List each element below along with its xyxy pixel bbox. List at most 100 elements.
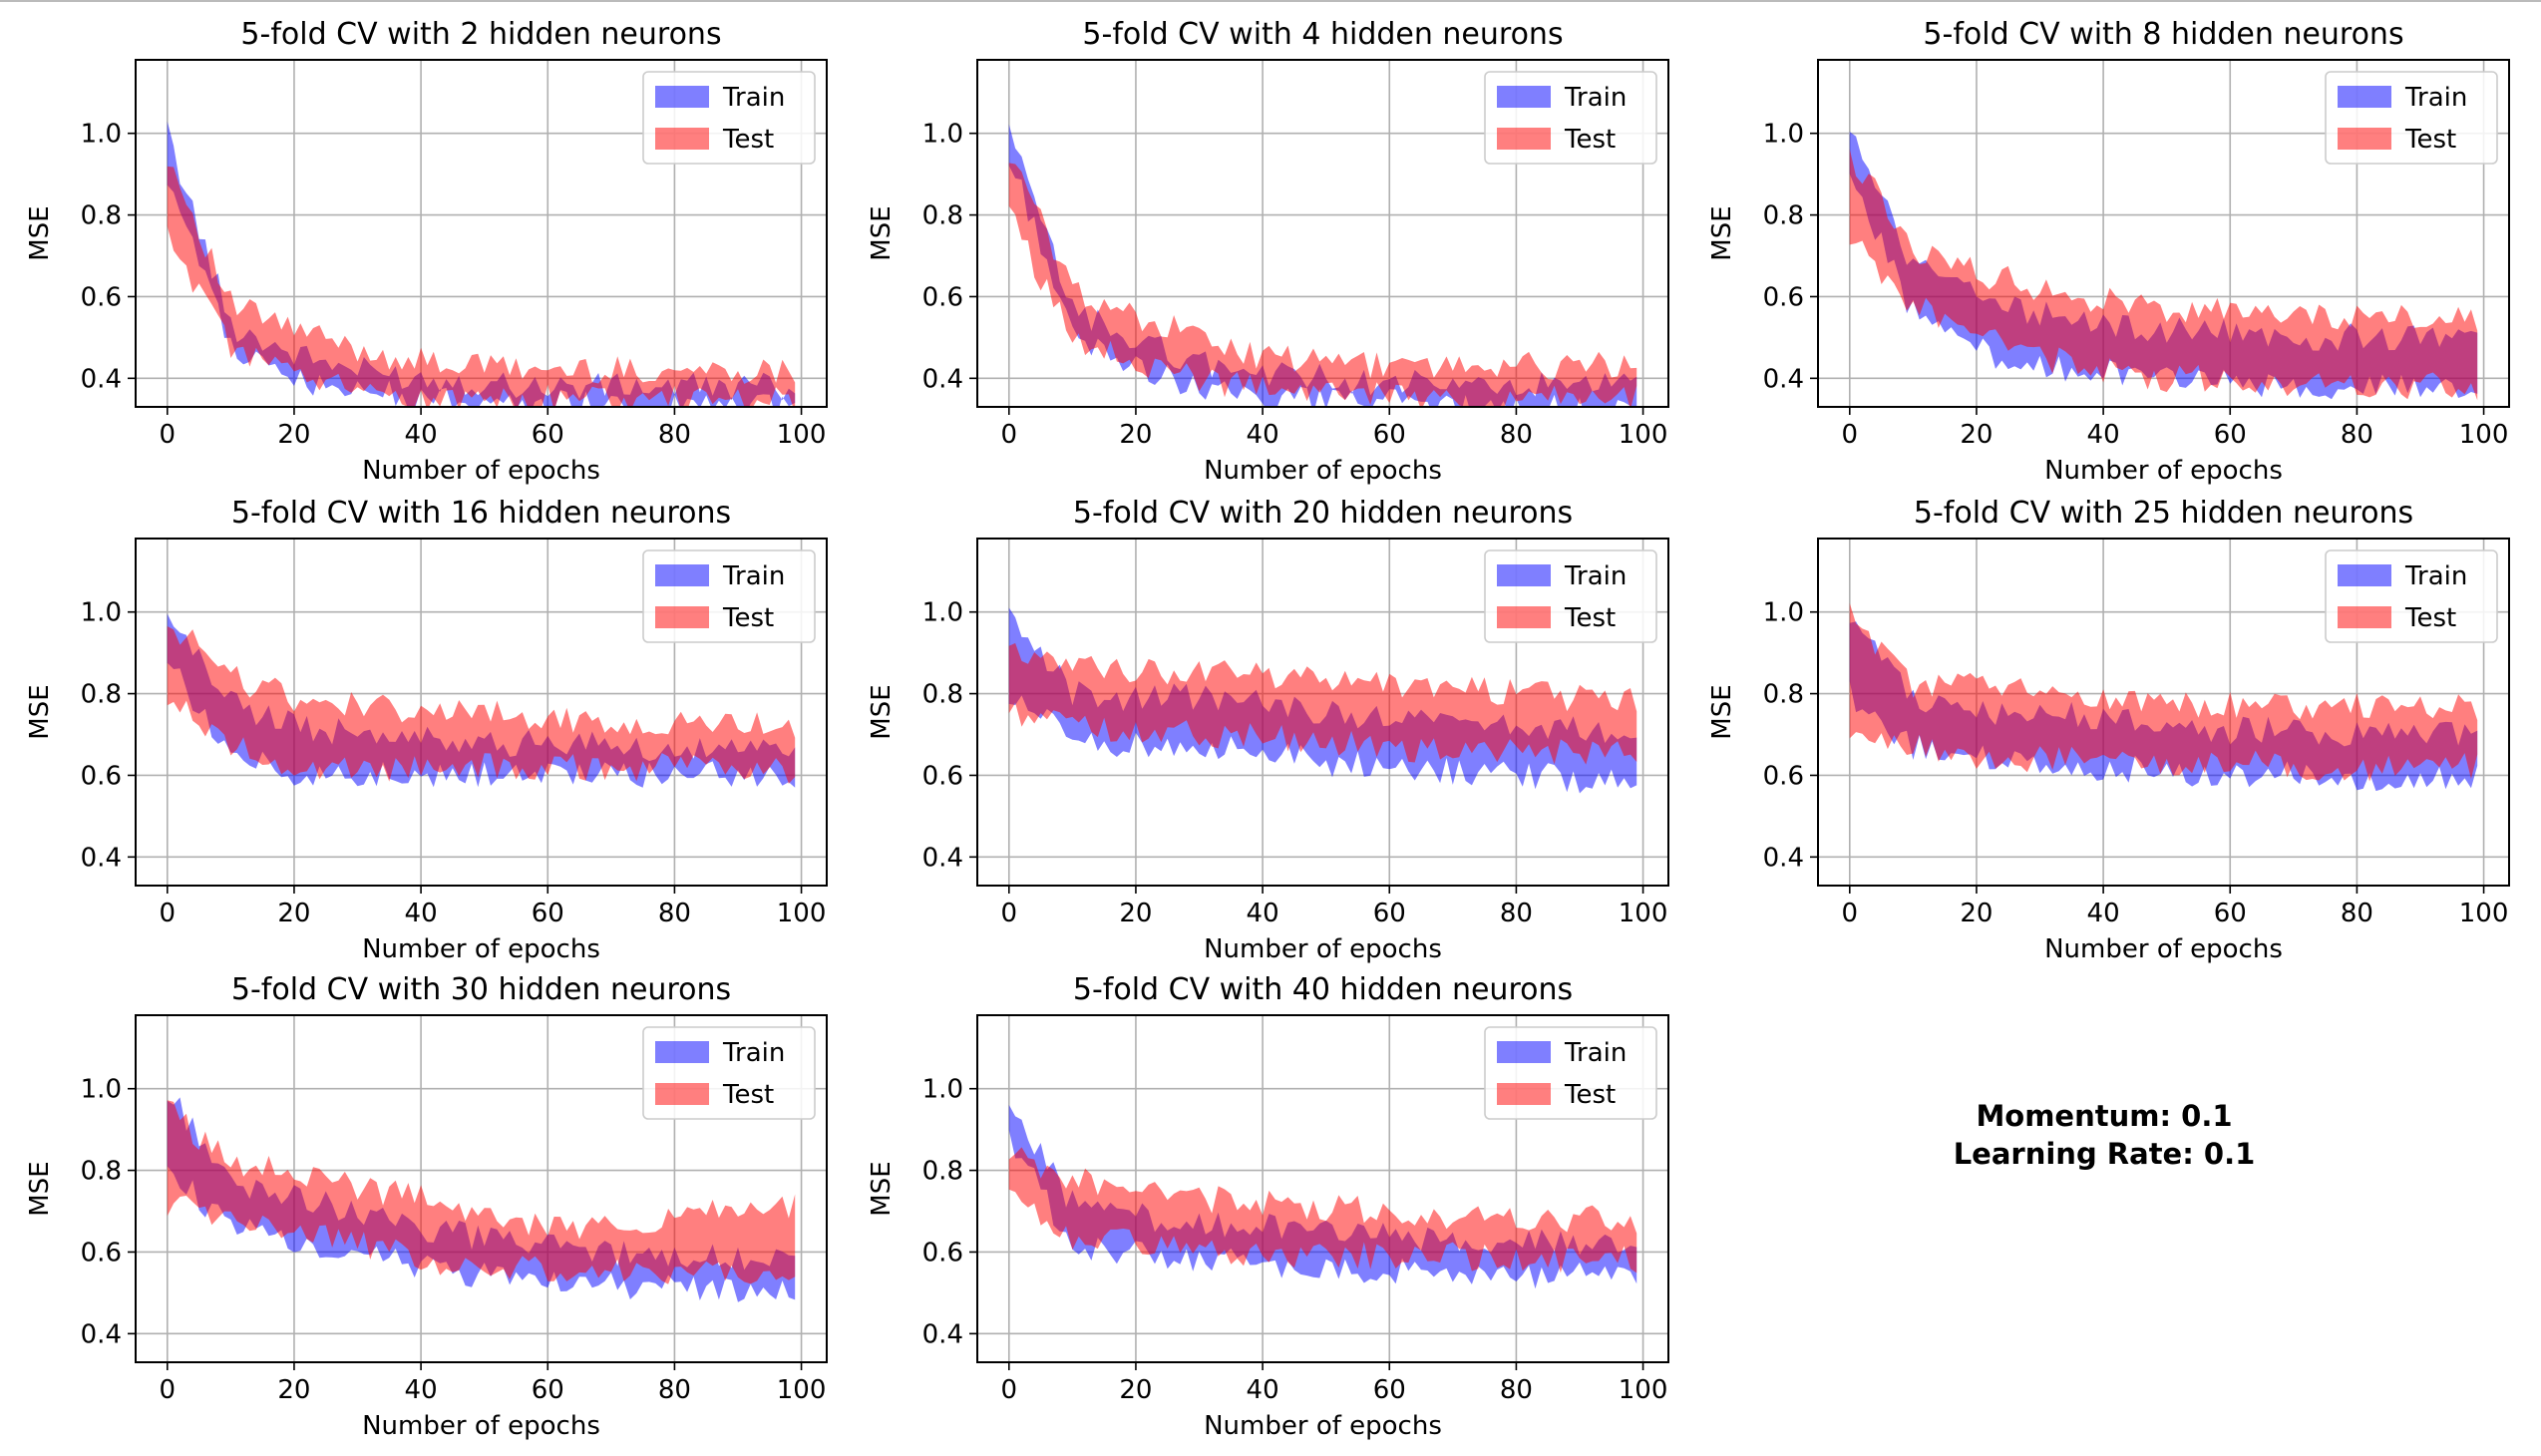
top-border <box>0 0 2541 2</box>
band-test <box>167 166 796 407</box>
axes-frame <box>135 538 828 887</box>
y-tick-label: 0.6 <box>81 282 122 312</box>
y-tick-label: 0.6 <box>1763 761 1804 791</box>
hyperparameter-note: Momentum: 0.1 Learning Rate: 0.1 <box>1735 1097 2473 1173</box>
axes-frame <box>135 59 828 408</box>
legend-swatch-train <box>1497 86 1551 108</box>
x-axis-label: Number of epochs <box>362 934 600 964</box>
band-test <box>1008 1147 1637 1274</box>
legend-label-test: Test <box>1564 125 1616 155</box>
band-test <box>167 1100 796 1284</box>
legend-label-train: Train <box>2404 561 2467 591</box>
band-test <box>167 626 796 784</box>
subplot-title: 5-fold CV with 4 hidden neurons <box>1082 17 1563 52</box>
legend-swatch-train <box>2338 86 2391 108</box>
legend-label-test: Test <box>722 125 774 155</box>
x-tick-label: 40 <box>1247 899 1279 928</box>
x-tick-label: 60 <box>1373 420 1406 450</box>
legend-swatch-test <box>1497 1083 1551 1105</box>
y-tick-label: 0.4 <box>922 364 963 394</box>
legend-label-test: Test <box>722 1080 774 1110</box>
x-tick-label: 100 <box>2459 899 2509 928</box>
legend-label-train: Train <box>1564 561 1627 591</box>
y-tick-label: 1.0 <box>922 598 963 628</box>
band-test <box>1849 149 2478 401</box>
y-axis-label: MSE <box>1707 205 1737 260</box>
x-axis-label: Number of epochs <box>2044 934 2283 964</box>
legend-swatch-train <box>655 564 709 586</box>
x-tick-label: 100 <box>777 899 827 928</box>
legend-swatch-train <box>655 1041 709 1063</box>
momentum-text: Momentum: 0.1 <box>1976 1099 2233 1133</box>
subplot-title: 5-fold CV with 8 hidden neurons <box>1923 17 2403 52</box>
bands <box>1008 607 1637 794</box>
legend-label-test: Test <box>2404 125 2456 155</box>
x-tick-label: 0 <box>160 1375 177 1405</box>
band-train <box>1008 607 1637 794</box>
subplot-5: 0 20 40 60 80 100 0.4 0.6 0.8 1.0 5-fold CV with 2… <box>867 496 1669 964</box>
x-axis-label: Number of epochs <box>362 456 600 486</box>
band-test <box>1008 163 1637 407</box>
x-tick-label: 80 <box>1500 1375 1533 1405</box>
bands <box>167 613 796 788</box>
x-tick-label: 80 <box>1500 899 1533 928</box>
legend-label-test: Test <box>1564 1080 1616 1110</box>
legend-swatch-test <box>655 1083 709 1105</box>
legend-label-test: Test <box>2404 603 2456 633</box>
legend-label-train: Train <box>2404 83 2467 113</box>
legend: Train Test <box>642 71 816 165</box>
subplot-4: 0 20 40 60 80 100 0.4 0.6 0.8 1.0 5-fold CV with 1… <box>25 496 828 964</box>
subplot-2: 0 20 40 60 80 100 0.4 0.6 0.8 1.0 5-fold CV with 4… <box>867 17 1669 486</box>
x-tick-label: 20 <box>1119 899 1152 928</box>
y-tick-label: 0.8 <box>922 1157 963 1187</box>
y-axis-label: MSE <box>25 684 55 739</box>
y-tick-label: 1.0 <box>81 598 122 628</box>
axes-frame <box>135 1014 828 1363</box>
subplot-7: 0 20 40 60 80 100 0.4 0.6 0.8 1.0 5-fold CV with 3… <box>25 972 828 1441</box>
x-tick-label: 40 <box>1247 420 1279 450</box>
y-tick-label: 0.6 <box>81 761 122 791</box>
subplot-3: 0 20 40 60 80 100 0.4 0.6 0.8 1.0 5-fold CV with 8… <box>1707 17 2510 486</box>
axes-frame <box>1817 59 2510 408</box>
x-tick-label: 20 <box>277 899 310 928</box>
y-tick-label: 0.8 <box>81 680 122 710</box>
y-tick-label: 0.4 <box>922 1319 963 1349</box>
x-tick-label: 60 <box>532 420 564 450</box>
y-tick-label: 0.4 <box>81 843 122 873</box>
x-tick-label: 0 <box>160 899 177 928</box>
bands <box>1008 1104 1637 1289</box>
x-tick-label: 40 <box>2087 899 2120 928</box>
x-tick-label: 40 <box>405 899 438 928</box>
x-tick-label: 100 <box>777 1375 827 1405</box>
legend-swatch-test <box>1497 128 1551 150</box>
y-tick-label: 0.6 <box>922 282 963 312</box>
bands <box>1008 124 1637 407</box>
axes-frame <box>1817 538 2510 887</box>
subplot-title: 5-fold CV with 25 hidden neurons <box>1914 496 2413 531</box>
axes-frame <box>976 1014 1669 1363</box>
x-tick-label: 20 <box>1119 1375 1152 1405</box>
y-tick-label: 0.4 <box>81 1319 122 1349</box>
y-tick-label: 0.6 <box>922 1238 963 1268</box>
x-tick-label: 0 <box>1842 420 1859 450</box>
subplot-title: 5-fold CV with 30 hidden neurons <box>231 972 731 1007</box>
axes-frame <box>976 538 1669 887</box>
x-axis-label: Number of epochs <box>1204 934 1442 964</box>
x-tick-label: 100 <box>1619 899 1668 928</box>
x-tick-label: 80 <box>2341 420 2373 450</box>
subplot-8: 0 20 40 60 80 100 0.4 0.6 0.8 1.0 5-fold CV with 4… <box>867 972 1669 1441</box>
band-train <box>167 1097 796 1302</box>
subplot-title: 5-fold CV with 2 hidden neurons <box>240 17 721 52</box>
y-tick-label: 0.8 <box>81 1157 122 1187</box>
y-axis-label: MSE <box>867 1161 897 1216</box>
x-tick-label: 40 <box>1247 1375 1279 1405</box>
y-axis-label: MSE <box>1707 684 1737 739</box>
x-tick-label: 40 <box>2087 420 2120 450</box>
legend: Train Test <box>642 549 816 643</box>
y-axis-label: MSE <box>867 684 897 739</box>
axes-frame <box>976 59 1669 408</box>
legend-swatch-test <box>1497 606 1551 628</box>
y-axis-label: MSE <box>25 205 55 260</box>
y-tick-label: 0.8 <box>922 201 963 231</box>
